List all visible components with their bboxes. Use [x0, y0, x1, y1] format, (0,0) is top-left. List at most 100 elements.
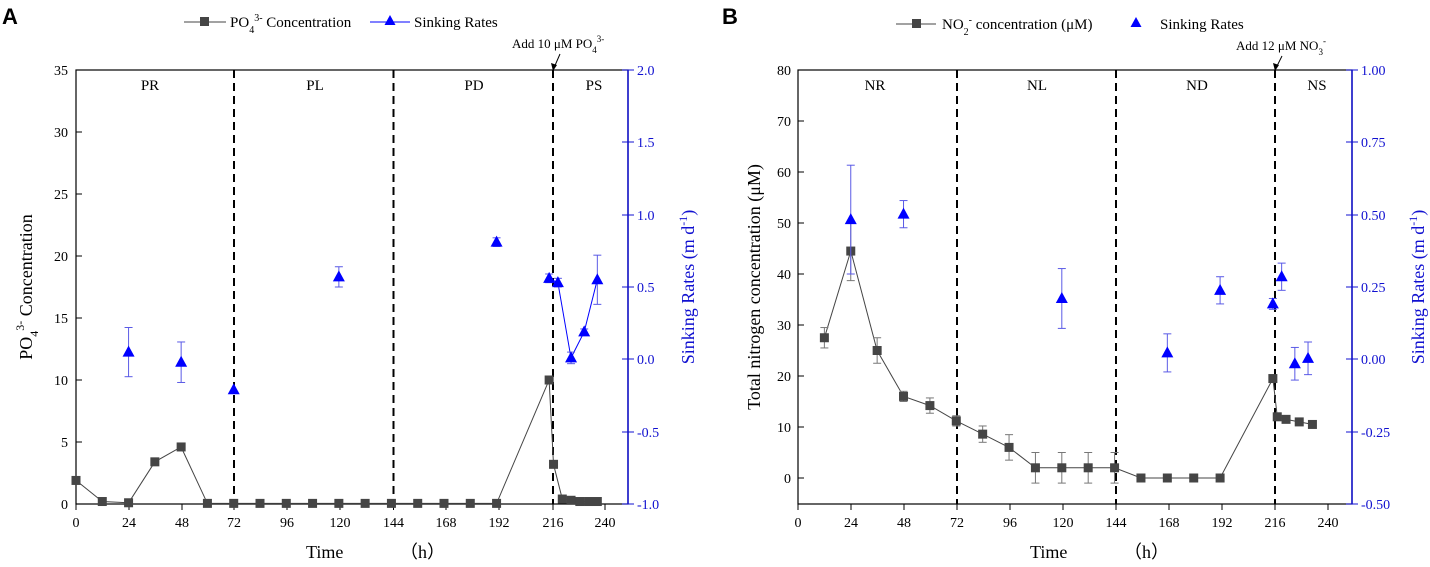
legend-square-marker — [912, 19, 921, 28]
panel-b-concentration-point — [1268, 374, 1278, 384]
region-ns: NS — [1307, 78, 1326, 94]
left-axis-title: PO43- Concentration — [13, 214, 41, 360]
panel-a-sinking-point — [175, 355, 188, 367]
panel-a-concentration-point — [386, 498, 396, 508]
right-tick-label: 1.5 — [637, 136, 655, 151]
x-tick-label: 216 — [1265, 516, 1286, 531]
left-tick-label: 15 — [54, 312, 68, 327]
annotation-add-po4: Add 10 μM PO43- — [512, 34, 604, 55]
panel-b-concentration-point — [1030, 463, 1040, 473]
panel-b-concentration-point — [1272, 412, 1282, 422]
panel-b-left-tick-labels: 0 10 20 30 40 50 60 70 80 — [777, 64, 791, 487]
x-tick-label: 96 — [280, 516, 294, 531]
panel-b-sinking-point — [897, 207, 910, 219]
panel-a-concentration-point — [413, 498, 423, 508]
panel-a-left-tick-labels: 0 5 10 15 20 25 30 35 — [54, 64, 68, 513]
left-tick-label: 0 — [784, 472, 791, 487]
x-tick-label: 192 — [1212, 516, 1233, 531]
panel-a-sinking-point — [591, 273, 604, 285]
panel-b-legend: NO2- concentration (μM) Sinking Rates — [896, 15, 1244, 38]
x-tick-label: 168 — [1159, 516, 1180, 531]
right-tick-label: 0.75 — [1361, 136, 1386, 151]
panel-b-concentration-point — [1136, 473, 1146, 483]
panel-a-left-tickmarks — [76, 69, 82, 505]
left-tick-label: 50 — [777, 217, 791, 232]
panel-b-concentration-point — [819, 333, 829, 343]
region-nr: NR — [865, 78, 886, 94]
right-tick-label: 1.00 — [1361, 64, 1386, 79]
panel-a-right-tick-labels: -1.0 -0.5 0.0 0.5 1.0 1.5 2.0 — [637, 64, 659, 513]
panel-a-label: A — [2, 4, 18, 29]
left-tick-label: 30 — [777, 319, 791, 334]
left-tick-label: 0 — [61, 498, 68, 513]
panel-a-concentration-point — [492, 498, 502, 508]
panel-b-concentration-point — [1307, 419, 1317, 429]
panel-b-right-tickmarks — [1346, 69, 1358, 505]
right-axis-title: Sinking Rates (m d-1) — [1406, 210, 1429, 365]
right-axis-title: Sinking Rates (m d-1) — [676, 210, 699, 365]
x-tick-label: 0 — [795, 516, 802, 531]
right-tick-label: 2.0 — [637, 64, 655, 79]
panel-a-concentration-point — [439, 498, 449, 508]
panel-b-sinking-point — [1214, 283, 1227, 295]
annotation-arrow-head — [551, 63, 557, 71]
x-tick-label: 192 — [489, 516, 510, 531]
panel-b-frame — [797, 69, 1353, 505]
right-tick-label: 1.0 — [637, 209, 655, 224]
right-tick-label: -0.5 — [637, 426, 659, 441]
right-tick-label: 0.5 — [637, 281, 655, 296]
panel-b-concentration-point — [899, 391, 909, 401]
right-tick-label: -1.0 — [637, 498, 659, 513]
x-tick-label: 48 — [175, 516, 189, 531]
panel-a-concentration-point — [229, 498, 239, 508]
panel-a-x-tick-labels: 0 24 48 72 96 120 144 168 192 216 240 — [73, 516, 616, 531]
panel-b-sinking-point — [1266, 297, 1279, 309]
legend-no2-label: NO2- concentration (μM) — [942, 15, 1093, 38]
annotation-arrow-head — [1273, 63, 1279, 71]
x-tick-label: 240 — [595, 516, 616, 531]
right-tick-label: 0.00 — [1361, 353, 1386, 368]
right-tick-label: 0.25 — [1361, 281, 1386, 296]
left-tick-label: 25 — [54, 188, 68, 203]
panel-a-sinking-point — [565, 351, 578, 363]
panel-a-concentration-point — [202, 498, 212, 508]
panel-a-plot-area — [71, 235, 604, 508]
left-tick-label: 10 — [777, 421, 791, 436]
panel-a-concentration-point — [281, 498, 291, 508]
region-ps: PS — [586, 78, 603, 94]
left-tick-label: 80 — [777, 64, 791, 79]
panel-a-concentration-point — [566, 495, 576, 505]
annotation-add-no3: Add 12 μM NO3- — [1236, 36, 1326, 57]
left-tick-label: 60 — [777, 166, 791, 181]
panel-a-concentration-point — [176, 442, 186, 452]
x-tick-label: 72 — [227, 516, 241, 531]
panel-b-concentration-line — [823, 249, 1313, 479]
left-tick-label: 35 — [54, 64, 68, 79]
panel-a-concentration-point — [308, 498, 318, 508]
panel-b-annotation: Add 12 μM NO3- — [1236, 36, 1326, 71]
panel-b-sinking-point — [1302, 351, 1315, 363]
panel-a-frame — [75, 69, 629, 505]
panel-a-concentration-point — [124, 498, 134, 508]
x-tick-label: 0 — [73, 516, 80, 531]
panel-b-sinking-point — [1275, 270, 1288, 282]
x-tick-label: 96 — [1003, 516, 1017, 531]
legend-sinking-label: Sinking Rates — [1160, 17, 1244, 33]
x-tick-label: 24 — [122, 516, 136, 531]
panel-b-concentration-point — [978, 429, 988, 439]
left-tick-label: 20 — [777, 370, 791, 385]
x-tick-label: 168 — [436, 516, 457, 531]
panel-a-sinking-point — [490, 235, 503, 247]
panel-a-concentration-line — [75, 379, 598, 504]
panel-a-sinking-point — [227, 383, 240, 395]
x-tick-label: 120 — [330, 516, 351, 531]
right-tick-label: 0.50 — [1361, 209, 1386, 224]
panel-b-sinking-point — [1161, 346, 1174, 358]
x-tick-label: 72 — [950, 516, 964, 531]
right-tick-label: -0.50 — [1361, 498, 1390, 513]
region-pd: PD — [464, 78, 483, 94]
legend-sinking-label: Sinking Rates — [414, 15, 498, 31]
region-pl: PL — [306, 78, 324, 94]
legend-triangle-marker — [384, 15, 396, 25]
